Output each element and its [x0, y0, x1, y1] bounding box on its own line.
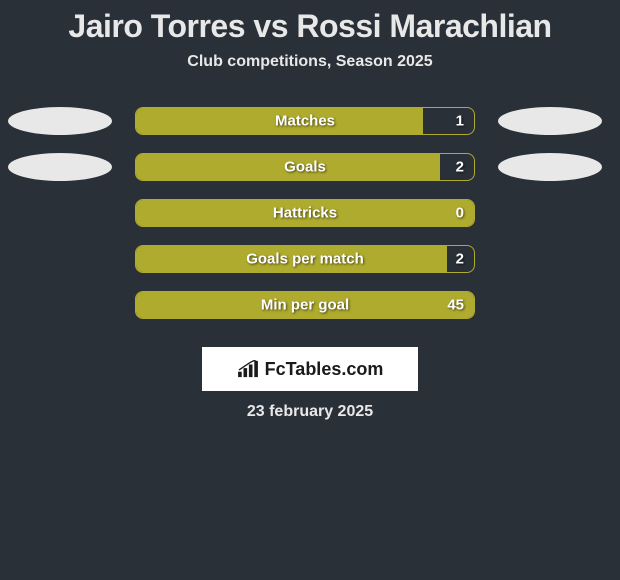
- left-ellipse: [8, 153, 112, 181]
- bar-track: Goals per match 2: [135, 245, 475, 273]
- bar-label: Goals: [284, 159, 326, 176]
- infographic-container: Jairo Torres vs Rossi Marachlian Club co…: [0, 0, 620, 421]
- stat-row: Min per goal 45: [0, 291, 620, 319]
- stat-row: Goals 2: [0, 153, 620, 181]
- bar-label: Min per goal: [261, 297, 349, 314]
- stat-row: Matches 1: [0, 107, 620, 135]
- bar-track: Hattricks 0: [135, 199, 475, 227]
- bar-value: 1: [456, 113, 464, 130]
- bar-track: Min per goal 45: [135, 291, 475, 319]
- bar-label: Matches: [275, 113, 335, 130]
- stat-rows: Matches 1 Goals 2 Hattricks 0 Goals per match 2…: [0, 107, 620, 319]
- bar-track: Matches 1: [135, 107, 475, 135]
- bar-track: Goals 2: [135, 153, 475, 181]
- right-ellipse: [498, 153, 602, 181]
- bar-label: Goals per match: [246, 251, 364, 268]
- player2-name: Rossi Marachlian: [296, 8, 551, 44]
- bar-value: 45: [447, 297, 464, 314]
- right-ellipse: [498, 107, 602, 135]
- bar-value: 0: [456, 205, 464, 222]
- subtitle: Club competitions, Season 2025: [0, 53, 620, 71]
- left-ellipse: [8, 107, 112, 135]
- chart-icon: [237, 360, 259, 378]
- logo-box: FcTables.com: [202, 347, 418, 391]
- player1-name: Jairo Torres: [68, 8, 245, 44]
- bar-value: 2: [456, 251, 464, 268]
- page-title: Jairo Torres vs Rossi Marachlian: [0, 8, 620, 45]
- stat-row: Goals per match 2: [0, 245, 620, 273]
- vs-text: vs: [253, 8, 288, 44]
- date-text: 23 february 2025: [0, 403, 620, 421]
- bar-label: Hattricks: [273, 205, 337, 222]
- stat-row: Hattricks 0: [0, 199, 620, 227]
- logo-text: FcTables.com: [265, 359, 384, 380]
- bar-value: 2: [456, 159, 464, 176]
